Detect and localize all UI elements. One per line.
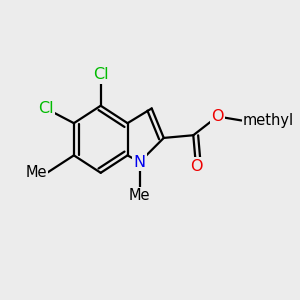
Text: Cl: Cl xyxy=(38,101,53,116)
Text: Me: Me xyxy=(26,165,47,180)
Text: Me: Me xyxy=(129,188,150,203)
Text: O: O xyxy=(190,159,202,174)
Text: methyl: methyl xyxy=(243,113,294,128)
Text: O: O xyxy=(211,109,224,124)
Text: Cl: Cl xyxy=(93,68,109,82)
Text: N: N xyxy=(134,154,146,169)
